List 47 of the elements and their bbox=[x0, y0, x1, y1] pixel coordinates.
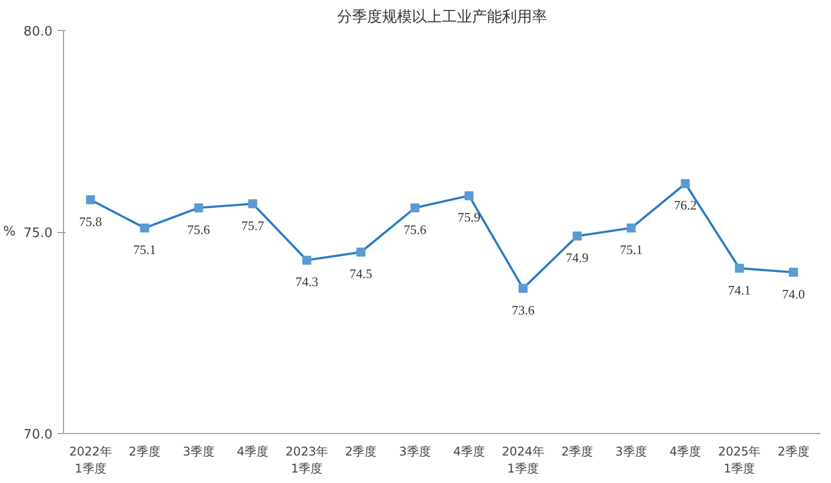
x-tick-label: 3季度 bbox=[182, 444, 214, 458]
x-tick-label: 2季度 bbox=[778, 444, 810, 458]
text: 74.5 bbox=[350, 266, 372, 282]
x-tick-label: 3季度 bbox=[399, 444, 431, 458]
text: 75.6 bbox=[187, 222, 210, 237]
text: 74.0 bbox=[782, 286, 805, 302]
point bbox=[734, 264, 744, 273]
x-tick-label: 2季度 bbox=[128, 444, 160, 458]
x-tick-label: 4季度 bbox=[670, 444, 702, 458]
text: 75.1 bbox=[620, 242, 643, 257]
point bbox=[356, 248, 366, 257]
x-tick-label: 2022年 1季度 bbox=[69, 444, 112, 476]
point bbox=[626, 223, 636, 232]
x-tick-label: 3季度 bbox=[615, 444, 648, 458]
text: 75.1 bbox=[133, 242, 156, 257]
text: 76.2 bbox=[674, 198, 697, 213]
x-tick-label: 4季度 bbox=[236, 444, 269, 458]
text: 74.3 bbox=[295, 274, 318, 290]
point bbox=[680, 179, 690, 188]
point bbox=[410, 203, 420, 212]
y-tick-label: 70.0 bbox=[24, 428, 53, 442]
chart-title: 分季度规模以上工业产能利用率 bbox=[337, 8, 547, 26]
x-tick-label: 2025年 1季度 bbox=[718, 444, 761, 476]
text: 74.1 bbox=[728, 282, 751, 298]
point bbox=[248, 199, 258, 208]
text: 75.8 bbox=[79, 214, 102, 229]
x-tick-label: 2季度 bbox=[345, 444, 377, 458]
point bbox=[140, 223, 150, 232]
y-tick-label: 80.0 bbox=[24, 24, 53, 40]
y-tick-label: 75.0 bbox=[24, 226, 53, 241]
point bbox=[464, 191, 474, 200]
point bbox=[86, 195, 96, 204]
text: 75.6 bbox=[404, 222, 426, 237]
y-axis-title: % bbox=[3, 224, 16, 240]
text: 75.7 bbox=[241, 218, 264, 233]
point bbox=[518, 284, 528, 293]
x-tick-label: 2024年 1季度 bbox=[502, 444, 544, 476]
x-tick-label: 2季度 bbox=[561, 444, 593, 458]
text: 75.9 bbox=[458, 210, 480, 225]
x-tick-label: 2023年 1季度 bbox=[286, 444, 328, 476]
text: 74.9 bbox=[566, 250, 589, 266]
point bbox=[788, 268, 798, 277]
point bbox=[302, 256, 312, 265]
text: 73.6 bbox=[512, 302, 534, 318]
x-tick-label: 4季度 bbox=[453, 444, 485, 458]
point bbox=[194, 203, 204, 212]
point bbox=[572, 232, 582, 241]
